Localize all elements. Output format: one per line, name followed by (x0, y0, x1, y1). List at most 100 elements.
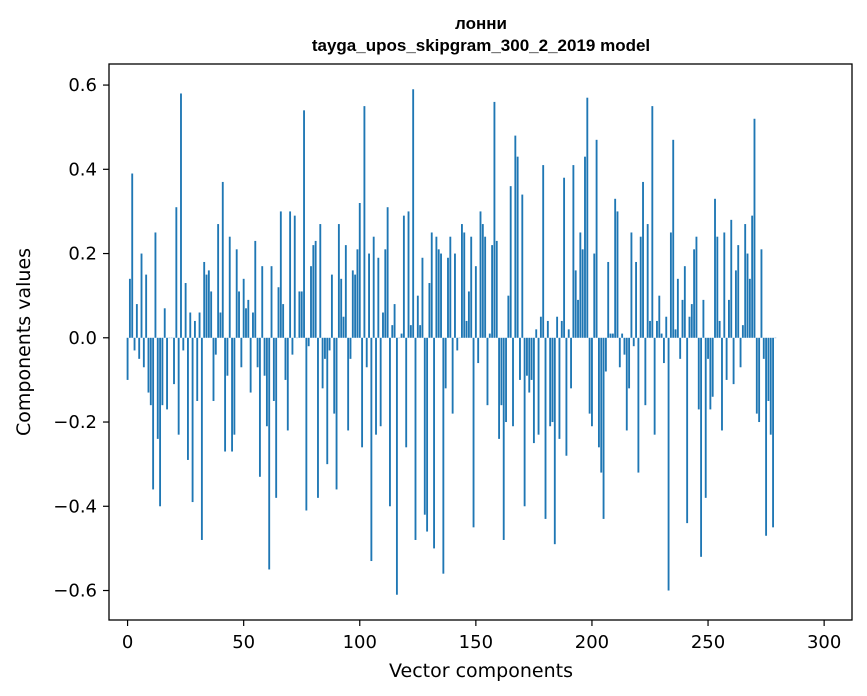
bar (737, 245, 740, 338)
bar (291, 337, 294, 355)
bar (391, 325, 394, 338)
bar (177, 337, 180, 435)
bar (293, 215, 296, 338)
bar (196, 337, 199, 401)
bar (426, 337, 429, 532)
bar (479, 211, 482, 338)
bar (245, 308, 247, 338)
bar (210, 291, 213, 338)
bar (491, 245, 494, 338)
bar (688, 316, 691, 338)
x-tick-label: 0 (122, 632, 133, 653)
bar (242, 278, 245, 338)
bar (683, 266, 686, 338)
bar (512, 337, 514, 427)
bar (142, 337, 145, 368)
bar (435, 236, 438, 338)
bar (198, 312, 201, 338)
bar (335, 337, 338, 490)
bar (663, 337, 665, 364)
x-tick-label: 300 (807, 632, 841, 653)
bar-series (126, 89, 777, 595)
bar (319, 224, 322, 338)
bar (565, 337, 568, 456)
bar (472, 337, 475, 528)
bar (572, 165, 575, 338)
bar (382, 312, 384, 338)
bar (630, 232, 633, 338)
bar (558, 337, 561, 439)
bar (481, 224, 484, 338)
bar (416, 295, 419, 338)
bar (519, 337, 521, 380)
bar (454, 253, 456, 338)
bar (488, 333, 491, 338)
bar (430, 232, 433, 338)
bar (665, 316, 668, 338)
bar (579, 232, 582, 338)
bar (233, 337, 236, 435)
bar (375, 337, 377, 435)
bar (145, 274, 148, 338)
bar (286, 337, 289, 431)
bar (542, 165, 545, 338)
bar (268, 337, 271, 570)
bar (358, 203, 361, 338)
plot-frame (108, 63, 853, 621)
bar (193, 320, 196, 338)
bar (618, 337, 621, 368)
bar (639, 236, 642, 338)
bar (632, 337, 635, 347)
bar (563, 177, 566, 338)
bar (219, 312, 222, 338)
bar (577, 299, 579, 338)
bar (635, 261, 637, 338)
bar (337, 224, 340, 338)
bar (588, 337, 591, 414)
x-tick-label: 250 (691, 632, 725, 653)
bar (549, 337, 552, 427)
bar (507, 295, 510, 338)
bar (600, 337, 603, 473)
bar (347, 337, 350, 431)
bar (365, 337, 368, 368)
bar (679, 337, 682, 359)
bar (402, 215, 405, 338)
bar (324, 337, 326, 359)
bar (377, 257, 380, 338)
y-tick-label: 0.4 (68, 159, 97, 180)
bar (721, 337, 723, 431)
y-tick-label: −0.6 (53, 581, 97, 602)
bar (180, 93, 182, 338)
bar (514, 135, 517, 338)
bar (646, 224, 649, 338)
bar (516, 156, 519, 338)
bar (751, 215, 754, 338)
bar (500, 337, 503, 406)
bar (707, 337, 709, 359)
bar (149, 337, 152, 406)
bar (760, 249, 763, 338)
bar (560, 320, 563, 338)
bar (693, 249, 696, 338)
bar (437, 249, 440, 338)
bar (642, 181, 644, 338)
bar (428, 283, 431, 338)
bar (156, 337, 159, 439)
bar (653, 337, 656, 435)
bar (395, 337, 398, 595)
x-tick-label: 100 (343, 632, 377, 653)
bar (604, 337, 607, 372)
y-axis-label: Components values (13, 248, 35, 436)
bar (461, 224, 463, 338)
bar (240, 337, 243, 368)
bar (333, 337, 336, 414)
bar (607, 261, 610, 338)
bar (709, 337, 712, 410)
bar (625, 337, 628, 431)
bar (372, 236, 375, 338)
bar (762, 337, 765, 359)
bar (421, 257, 424, 338)
y-tick-label: −0.4 (53, 496, 97, 517)
